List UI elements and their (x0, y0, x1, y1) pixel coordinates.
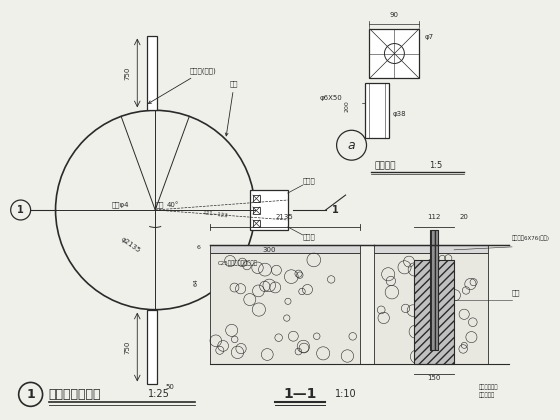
Text: φ2135: φ2135 (119, 236, 141, 254)
Bar (375, 253, 488, 365)
Bar (210, 253, 360, 365)
Text: 20: 20 (460, 214, 468, 220)
Bar (253, 195, 260, 202)
Bar (414, 260, 454, 365)
Text: 1: 1 (26, 388, 35, 401)
Text: 2135: 2135 (276, 214, 293, 220)
Text: 钢圈: 钢圈 (156, 202, 165, 208)
Text: 埋入φ4: 埋入φ4 (111, 202, 129, 208)
Bar (375, 245, 488, 253)
Bar (430, 230, 438, 349)
Bar (250, 190, 288, 230)
Text: φ38: φ38 (393, 111, 406, 117)
Bar (370, 29, 419, 79)
Text: C25混凝土素面平面不漕: C25混凝土素面平面不漕 (218, 260, 258, 266)
Text: 砾石砂渗水层: 砾石砂渗水层 (479, 385, 498, 391)
Text: 750: 750 (124, 340, 130, 354)
Text: 112: 112 (427, 214, 441, 220)
Text: 50: 50 (166, 384, 175, 391)
Text: 铁脚详图: 铁脚详图 (375, 161, 396, 170)
Text: 1:25: 1:25 (148, 389, 170, 399)
Bar (253, 220, 260, 227)
Text: 300: 300 (262, 247, 276, 253)
Text: 标志墩(台基): 标志墩(台基) (148, 68, 217, 103)
Bar (210, 245, 360, 253)
Text: 750: 750 (124, 66, 130, 80)
Text: φ7: φ7 (424, 34, 433, 39)
Text: 150: 150 (427, 375, 441, 381)
Text: 6: 6 (196, 245, 200, 250)
Bar (430, 230, 438, 349)
Text: a: a (348, 139, 356, 152)
Bar (147, 36, 157, 110)
Text: 1:10: 1:10 (335, 389, 356, 399)
Text: 放脚板: 放脚板 (303, 233, 315, 239)
Text: 64: 64 (194, 278, 199, 286)
Bar (253, 207, 260, 214)
Text: 40°: 40° (167, 202, 179, 208)
Text: 121~123: 121~123 (202, 210, 228, 219)
Text: 1—1: 1—1 (283, 387, 316, 402)
Text: 固定钢圈6X76(皮革): 固定钢圈6X76(皮革) (512, 235, 550, 241)
Text: 200: 200 (344, 100, 349, 112)
Text: 钢圈: 钢圈 (225, 80, 239, 136)
Bar (147, 310, 157, 384)
Text: 标志线: 标志线 (303, 177, 315, 184)
Text: 90: 90 (390, 12, 399, 18)
Text: φ6X50: φ6X50 (320, 95, 342, 101)
Text: 铅球投掷圈详图: 铅球投掷圈详图 (49, 388, 101, 401)
Text: 1: 1 (332, 205, 339, 215)
Text: 外包土工布: 外包土工布 (479, 393, 496, 399)
Text: 铁脚: 铁脚 (512, 290, 521, 297)
Bar (365, 84, 389, 138)
Text: 1:5: 1:5 (430, 161, 442, 170)
Text: 1: 1 (17, 205, 24, 215)
